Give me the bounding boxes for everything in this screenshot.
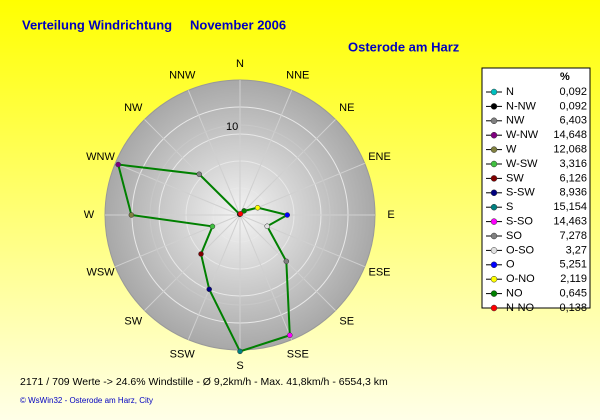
legend-value: 15,154 bbox=[553, 201, 587, 213]
direction-label: SW bbox=[124, 316, 142, 328]
legend-marker bbox=[490, 290, 498, 297]
legend-marker bbox=[490, 146, 498, 153]
r-tick-label: 10 bbox=[226, 121, 238, 133]
wind-point bbox=[283, 258, 290, 265]
wind-point bbox=[196, 171, 203, 178]
spoke bbox=[187, 214, 241, 340]
direction-label: ENE bbox=[368, 151, 391, 163]
legend-label: N-NW bbox=[506, 100, 537, 112]
legend-label: W-NW bbox=[506, 129, 539, 141]
legend-label: SW bbox=[506, 172, 524, 184]
legend-value: 6,403 bbox=[559, 115, 587, 127]
legend-value: 2,119 bbox=[560, 273, 587, 285]
wind-point bbox=[287, 332, 293, 339]
legend-label: O-NO bbox=[506, 273, 535, 285]
wind-point bbox=[254, 204, 261, 211]
legend-value: 3,27 bbox=[566, 244, 587, 256]
legend-value: 14,463 bbox=[553, 216, 587, 228]
legend-marker bbox=[490, 131, 498, 139]
direction-label: NNE bbox=[286, 69, 309, 81]
legend-value: 0,092 bbox=[559, 100, 587, 112]
spoke bbox=[239, 119, 336, 216]
legend-marker bbox=[490, 304, 498, 312]
legend-value: 0,138 bbox=[559, 302, 587, 314]
legend-value: 12,068 bbox=[553, 144, 587, 156]
legend-marker bbox=[490, 218, 498, 225]
wind-point bbox=[198, 251, 204, 257]
legend-label: S-SW bbox=[506, 187, 535, 199]
direction-label: WSW bbox=[86, 267, 115, 279]
legend-marker bbox=[490, 232, 498, 240]
spoke bbox=[115, 214, 241, 268]
grid-ring bbox=[149, 124, 331, 306]
legend-marker bbox=[490, 203, 498, 211]
direction-label: WNW bbox=[86, 151, 115, 163]
direction-label: SE bbox=[339, 316, 354, 328]
legend-value: 3,316 bbox=[559, 158, 587, 170]
wind-point bbox=[241, 208, 247, 214]
legend-marker bbox=[490, 261, 498, 269]
legend-marker bbox=[490, 117, 498, 125]
wind-point bbox=[237, 211, 244, 217]
legend-marker bbox=[490, 160, 498, 168]
chart-title: Verteilung Windrichtung bbox=[22, 17, 172, 32]
legend-marker bbox=[490, 275, 498, 283]
legend-value: 7,278 bbox=[559, 230, 587, 242]
legend-label: O bbox=[506, 259, 515, 271]
legend-label: S bbox=[506, 201, 513, 213]
legend-label: NO bbox=[506, 288, 523, 300]
legend-label: S-SO bbox=[506, 216, 533, 228]
direction-label: S bbox=[236, 360, 243, 372]
spoke bbox=[239, 214, 293, 340]
legend-label: W-SW bbox=[506, 158, 538, 170]
legend-label: W bbox=[506, 144, 517, 156]
spoke bbox=[239, 162, 365, 216]
footer: 2171 / 709 Werte -> 24.6% Windstille - Ø… bbox=[20, 376, 388, 388]
legend-value: 8,936 bbox=[559, 187, 587, 199]
legend-box bbox=[481, 67, 591, 309]
spoke bbox=[187, 90, 241, 216]
direction-label: SSE bbox=[287, 348, 309, 360]
legend-label: O-SO bbox=[506, 244, 535, 256]
legend-label: NW bbox=[506, 115, 525, 127]
wind-point bbox=[264, 223, 270, 230]
spoke bbox=[239, 90, 293, 216]
legend-value: 0,645 bbox=[559, 288, 587, 300]
direction-label: SSW bbox=[170, 348, 196, 360]
spoke bbox=[144, 214, 241, 311]
wind-point bbox=[128, 212, 135, 218]
legend-value: 5,251 bbox=[559, 259, 587, 271]
legend-marker bbox=[490, 247, 498, 254]
legend-value: 0,092 bbox=[559, 86, 587, 98]
legend-label: N-NO bbox=[506, 302, 535, 314]
copyright: © WsWin32 - Osterode am Harz, City bbox=[20, 396, 153, 405]
legend-marker bbox=[490, 88, 498, 96]
spoke bbox=[115, 162, 241, 216]
spoke bbox=[239, 214, 365, 268]
wind-point bbox=[115, 161, 121, 168]
wind-point bbox=[206, 286, 212, 293]
wind-point bbox=[284, 212, 291, 218]
direction-label: N bbox=[236, 58, 244, 70]
direction-label: ESE bbox=[368, 267, 390, 279]
direction-label: NNW bbox=[169, 69, 196, 81]
legend-title: % bbox=[560, 71, 570, 83]
direction-label: NE bbox=[339, 102, 354, 114]
legend-marker bbox=[490, 103, 498, 110]
direction-label: E bbox=[387, 209, 394, 221]
legend-label: SO bbox=[506, 230, 522, 242]
legend-marker bbox=[490, 175, 498, 182]
chart-subtitle: Osterode am Harz bbox=[348, 39, 460, 54]
wind-point bbox=[237, 348, 243, 355]
legend-label: N bbox=[506, 86, 514, 98]
legend-value: 14,648 bbox=[553, 129, 587, 141]
legend-marker bbox=[490, 189, 498, 197]
wind-point bbox=[209, 223, 216, 230]
chart-period: November 2006 bbox=[190, 17, 286, 32]
direction-label: W bbox=[84, 209, 95, 221]
legend-value: 6,126 bbox=[559, 172, 587, 184]
direction-label: NW bbox=[124, 102, 143, 114]
